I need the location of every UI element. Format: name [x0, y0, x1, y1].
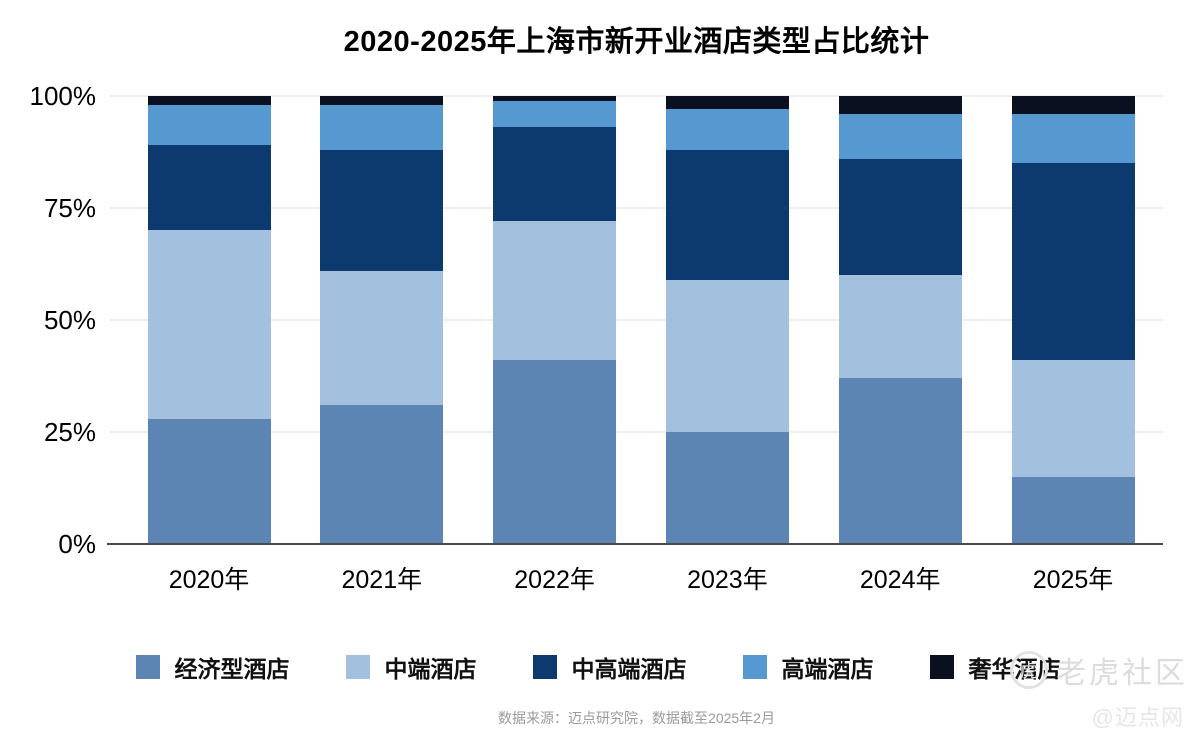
bar-2022: [493, 96, 617, 544]
bar-segment: [665, 432, 789, 544]
bar-segment: [1011, 96, 1135, 114]
y-tick-label: 25%: [43, 417, 96, 447]
bar-segment: [838, 113, 962, 159]
bar-segment: [665, 149, 789, 280]
bar-segment: [665, 279, 789, 432]
bar-segment: [665, 109, 789, 150]
x-axis-label: 2025年: [1032, 566, 1114, 594]
bar-segment: [838, 378, 962, 544]
x-axis-label: 2021年: [341, 566, 423, 594]
bar-segment: [838, 275, 962, 379]
plot-area: [107, 95, 1163, 545]
bar-segment: [1011, 360, 1135, 477]
legend-label: 经济型酒店: [174, 656, 290, 682]
y-tick-label: 100%: [29, 81, 97, 111]
legend-swatch: [532, 655, 557, 679]
bar-segment: [1011, 113, 1135, 164]
bar-2020: [147, 96, 271, 544]
chart-title: 2020-2025年上海市新开业酒店类型占比统计: [343, 26, 930, 58]
bar-segment: [493, 100, 617, 128]
x-axis-label: 2020年: [168, 566, 250, 594]
legend: 经济型酒店 中端酒店 中高端酒店 高端酒店 奢华酒店: [0, 650, 1196, 684]
bar-segment: [320, 149, 444, 271]
bar-segment: [320, 405, 444, 544]
bar-segment: [493, 127, 617, 222]
bar-segment: [838, 96, 962, 114]
bar-segment: [147, 104, 271, 146]
x-axis-label: 2022年: [514, 566, 595, 594]
legend-item-3: 高端酒店: [742, 650, 874, 684]
legend-item-1: 中端酒店: [345, 650, 477, 684]
y-tick-label: 75%: [43, 193, 96, 223]
x-axis-line: [107, 543, 1163, 545]
legend-item-4: 奢华酒店: [929, 650, 1061, 684]
bar-segment: [320, 270, 444, 406]
bar-segment: [1011, 476, 1135, 544]
gridline-100: [110, 95, 1163, 97]
legend-label: 中高端酒店: [571, 656, 687, 682]
legend-swatch: [135, 655, 160, 679]
source-note: 数据来源：迈点研究院，数据截至2025年2月: [498, 710, 775, 726]
legend-item-0: 经济型酒店: [135, 650, 290, 684]
gridline-25: [110, 431, 1163, 433]
x-axis-label: 2024年: [859, 566, 941, 594]
bar-segment: [493, 360, 617, 544]
bar-2023: [665, 96, 789, 544]
x-axis-label: 2023年: [687, 566, 768, 594]
bar-2024: [838, 96, 962, 544]
x-axis-labels: 2020年 2021年 2022年 2023年 2024年 2025年: [110, 560, 1163, 600]
bar-segment: [147, 418, 271, 544]
legend-label: 奢华酒店: [968, 656, 1061, 682]
bar-segment: [493, 221, 617, 361]
bar-segment: [147, 96, 271, 105]
legend-swatch: [929, 655, 954, 679]
bar-segment: [320, 96, 444, 105]
bar-segment: [493, 96, 617, 101]
legend-item-2: 中高端酒店: [532, 650, 687, 684]
legend-label: 中端酒店: [384, 656, 477, 682]
gridline-50: [110, 319, 1163, 321]
legend-label: 高端酒店: [781, 656, 874, 682]
bar-segment: [147, 145, 271, 231]
y-tick-label: 50%: [43, 305, 96, 335]
bar-segment: [665, 96, 789, 110]
bar-2025: [1011, 96, 1135, 544]
legend-swatch: [345, 655, 370, 679]
bar-segment: [147, 230, 271, 419]
bar-segment: [838, 158, 962, 276]
gridline-75: [110, 207, 1163, 209]
legend-swatch: [742, 655, 767, 679]
y-tick-label: 0%: [58, 529, 96, 559]
bar-segment: [1011, 163, 1135, 361]
bar-2021: [320, 96, 444, 544]
bar-segment: [320, 104, 444, 150]
y-axis-labels: 0% 25% 50% 75% 100%: [0, 81, 100, 559]
